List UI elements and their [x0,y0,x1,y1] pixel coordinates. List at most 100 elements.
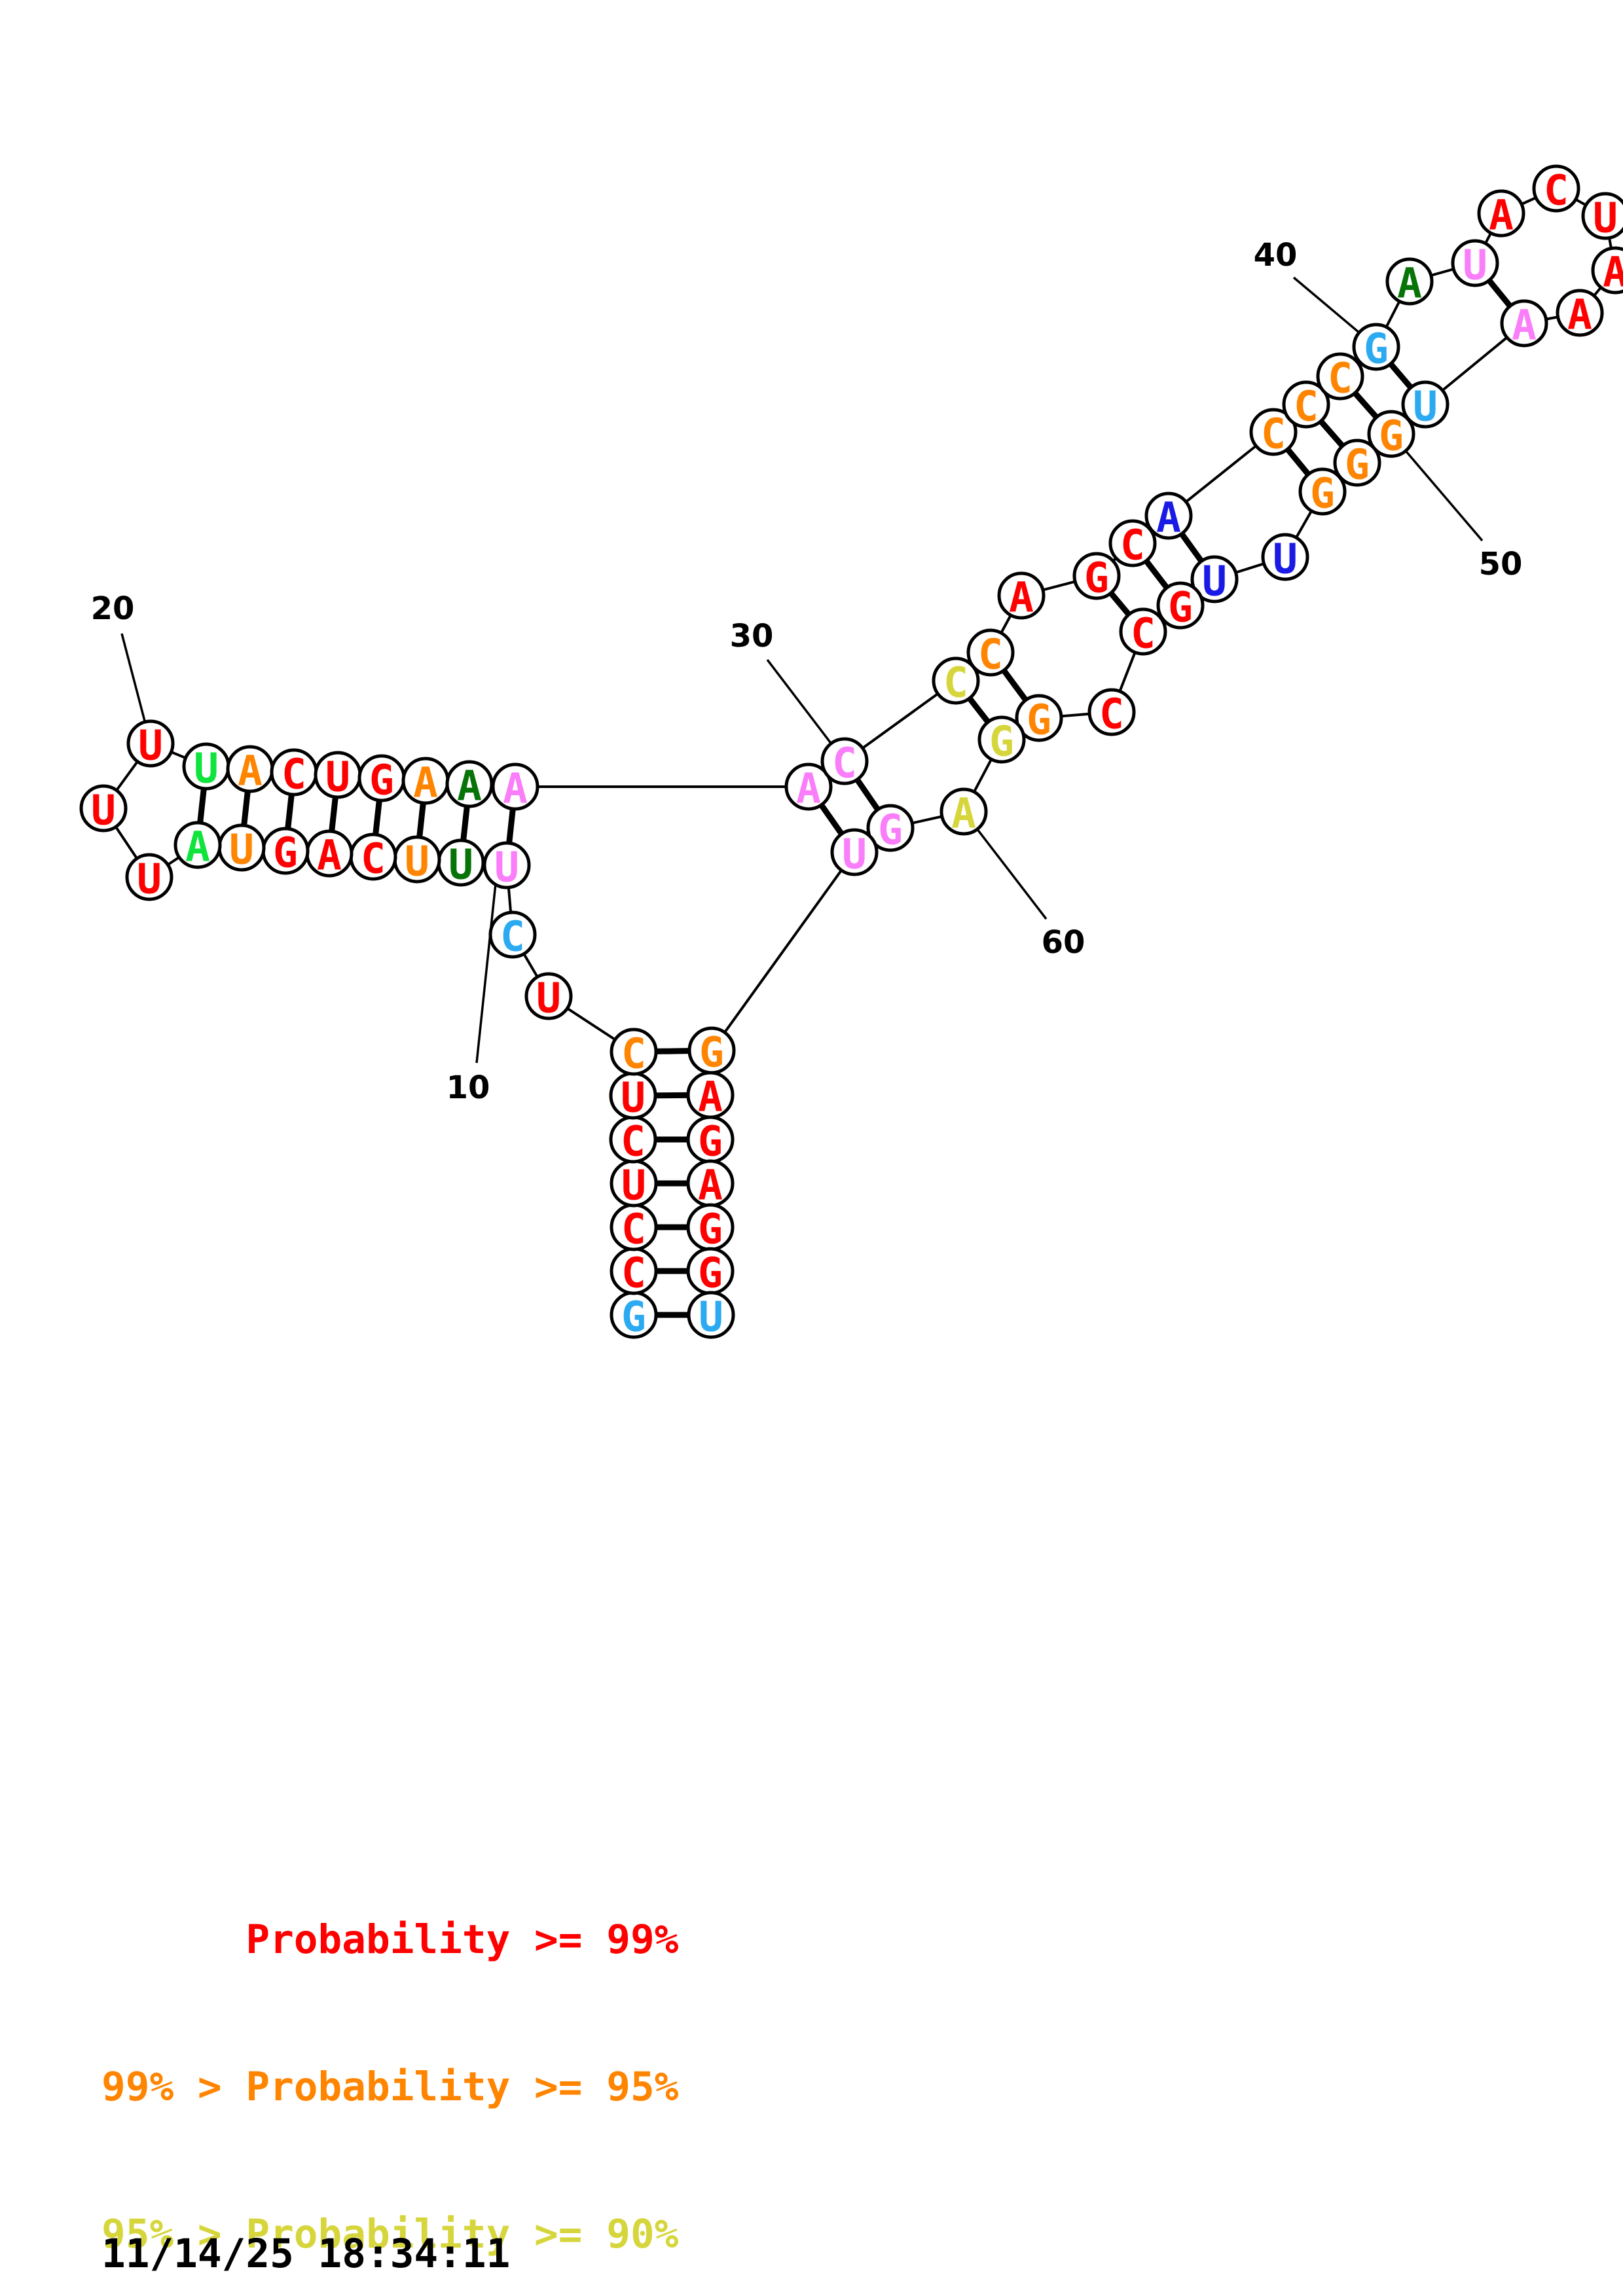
nucleotide-letter: A [185,823,210,871]
position-label: 40 [1254,237,1298,274]
nucleotide-letter: A [698,1162,723,1210]
nucleotide-circle [784,762,833,811]
nucleotide-letter: G [1310,470,1335,518]
nucleotide-circle [610,1028,658,1076]
nucleotide-letter: C [621,1249,646,1297]
nucleotide-letter: U [138,722,163,770]
nucleotide-circle [491,762,539,811]
nucleotide-letter: G [698,1206,723,1253]
nucleotide-letter: C [621,1118,646,1166]
nucleotide-letter: U [229,826,254,874]
nucleotide-letter: U [1273,535,1298,583]
nucleotide-circle [1087,688,1136,736]
nucleotide-letter: A [951,790,976,838]
nucleotide-letter: U [1413,383,1438,431]
nucleotide-circle [1591,246,1623,295]
nucleotide-circle [1477,189,1525,238]
legend-line: 95% > Probability >= 90% [101,2211,679,2257]
nucleotide-circle [524,972,573,1020]
probability-legend: Probability >= 99% 99% > Probability >= … [101,1817,678,2296]
nucleotide-letter: U [1202,558,1227,605]
nucleotide-letter: A [503,765,528,813]
nucleotide-circles [79,164,1623,1339]
nucleotide-circle [79,784,128,833]
nucleotide-letter: A [317,832,342,880]
nucleotide-circle [488,910,537,959]
nucleotide-letter: A [1567,291,1592,339]
nucleotide-circle [1190,555,1239,603]
nucleotide-letter: U [536,975,561,1022]
nucleotide-letter: U [842,831,867,878]
nucleotide-circle [1156,581,1205,630]
position-label-lines [120,276,1484,1064]
nucleotide-circle [1385,257,1434,306]
nucleotide-circle [126,719,175,768]
nucleotide-letter: U [194,745,219,793]
nucleotide-letter: G [699,1029,724,1077]
nucleotide-letter: A [457,762,482,810]
nucleotide-circle [997,571,1046,620]
nucleotide-letter: U [1463,242,1487,289]
nucleotide-letter: G [1168,584,1193,632]
nucleotide-circle [1500,299,1548,348]
nucleotide-letter: C [1294,383,1319,431]
nucleotide-letter: C [943,659,968,707]
nucleotide-letter: A [1512,302,1537,350]
nucleotide-letter: C [361,835,386,883]
nucleotide-circle [125,853,173,901]
nucleotide-circle [1072,552,1121,600]
position-label: 30 [730,618,774,655]
nucleotide-letter: U [91,787,116,834]
position-label: 50 [1479,546,1523,583]
nucleotide-letter: A [1489,192,1514,240]
nucleotide-letter: C [1544,167,1569,215]
nucleotide-letter: G [273,829,298,877]
nucleotide-letter: C [282,751,306,798]
nucleotide-letter: C [832,740,857,787]
nucleotide-circle [1581,192,1623,240]
nucleotide-letter: A [413,759,438,807]
nucleotide-circle [1108,519,1157,567]
nucleotide-circle [939,787,988,836]
nucleotide-letter: A [698,1073,723,1121]
nucleotide-circle [1282,380,1330,429]
nucleotide-letter: G [989,718,1014,766]
nucleotide-letter: G [1345,441,1370,489]
nucleotide-circle [830,828,879,876]
nucleotide-circle [977,715,1026,764]
nucleotide-circle [1298,467,1347,516]
nucleotide-letter: G [1084,554,1109,602]
nucleotide-letter: A [238,747,263,795]
nucleotide-letter: C [621,1206,646,1253]
nucleotide-letter: A [796,765,821,813]
nucleotide-circle [1401,380,1450,429]
position-labels: 10 20 30 40 50 60 [91,237,1523,1106]
nucleotide-circle [1144,492,1193,540]
nucleotide-letter: A [1603,249,1623,296]
nucleotide-circle [1316,352,1364,401]
nucleotide-circle [1532,164,1580,213]
position-label-line [475,883,497,1064]
nucleotide-letter: C [1120,522,1145,569]
legend-line: 99% > Probability >= 95% [101,2064,679,2110]
nucleotide-circle [966,628,1015,677]
nucleotide-letter: G [698,1118,723,1166]
nucleotide-circle [820,737,869,785]
nucleotide-circle [1451,239,1499,287]
position-label: 10 [447,1069,490,1106]
nucleotide-circle [1352,323,1400,371]
nucleotide-letter: U [494,844,519,891]
position-label: 60 [1042,924,1085,961]
nucleotide-letter: G [1027,696,1051,744]
timestamp: 11/14/25 18:34:11 [101,2231,511,2277]
nucleotide-circle [687,1291,735,1339]
nucleotide-letter: C [1261,410,1286,458]
nucleotide-letter: U [621,1162,646,1210]
nucleotide-circle [173,821,222,869]
nucleotide-letter: U [1593,194,1618,242]
nucleotide-circle [932,656,980,705]
nucleotide-circle [1119,607,1167,656]
nucleotide-letter: C [1099,691,1124,738]
